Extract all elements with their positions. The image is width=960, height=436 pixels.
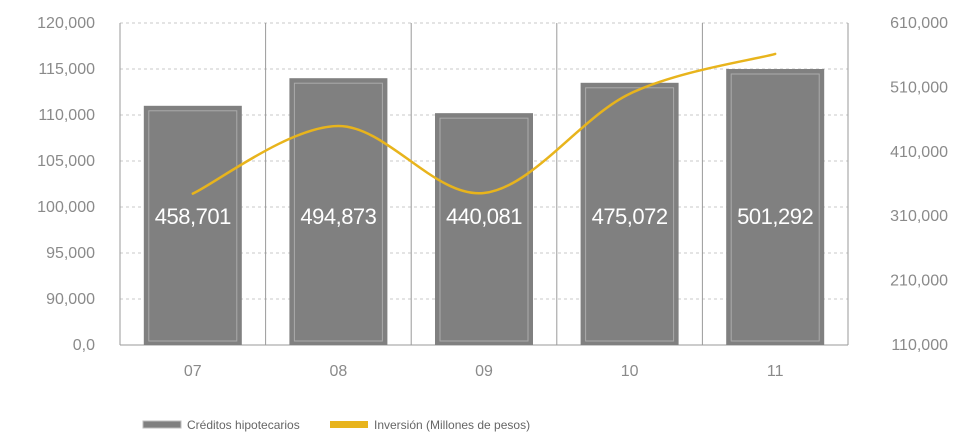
legend: Créditos hipotecarios Inversión (Millone… bbox=[142, 418, 530, 432]
x-axis: 07 08 09 10 11 bbox=[184, 363, 784, 380]
x-tick-label: 10 bbox=[621, 363, 639, 380]
left-tick-label: 120,000 bbox=[37, 15, 95, 32]
bar-inner-border bbox=[293, 82, 383, 342]
right-tick-label: 510,000 bbox=[890, 79, 948, 96]
bar-data-label: 440,081 bbox=[446, 204, 522, 229]
bar-series: 458,701 494,873 440,081 475,072 501,292 bbox=[143, 69, 825, 346]
right-tick-label: 110,000 bbox=[891, 337, 948, 354]
bar-inner-border bbox=[730, 73, 820, 342]
legend-swatch-bars bbox=[142, 420, 182, 429]
right-tick-label: 310,000 bbox=[890, 208, 948, 225]
bar-data-label: 494,873 bbox=[300, 204, 376, 229]
legend-item-bars: Créditos hipotecarios bbox=[142, 418, 300, 432]
right-tick-label: 210,000 bbox=[890, 273, 948, 290]
legend-item-line: Inversión (Millones de pesos) bbox=[330, 418, 530, 432]
right-tick-label: 410,000 bbox=[890, 144, 948, 161]
x-tick-label: 07 bbox=[184, 363, 202, 380]
left-axis: 0,0 90,000 95,000 100,000 105,000 110,000 115,… bbox=[37, 15, 95, 354]
legend-label-bars: Créditos hipotecarios bbox=[187, 418, 300, 432]
line-path bbox=[191, 52, 777, 195]
bar bbox=[435, 113, 533, 345]
x-tick-label: 08 bbox=[330, 363, 348, 380]
left-tick-label: 115,000 bbox=[38, 61, 95, 78]
bar-data-label: 501,292 bbox=[737, 204, 813, 229]
left-tick-label: 100,000 bbox=[37, 199, 95, 216]
legend-swatch-line bbox=[330, 421, 368, 428]
left-tick-label: 90,000 bbox=[46, 291, 95, 308]
x-tick-label: 11 bbox=[767, 363, 784, 380]
bar bbox=[289, 78, 388, 345]
bar-inner-border bbox=[439, 117, 529, 342]
bar bbox=[580, 82, 679, 346]
bar-inner-border bbox=[148, 110, 238, 342]
bar-data-label: 458,701 bbox=[155, 204, 231, 229]
right-tick-label: 610,000 bbox=[890, 15, 948, 32]
left-tick-label: 105,000 bbox=[37, 153, 95, 170]
x-tick-label: 09 bbox=[475, 363, 493, 380]
legend-label-line: Inversión (Millones de pesos) bbox=[374, 418, 530, 432]
line-series bbox=[191, 52, 777, 195]
left-tick-label: 95,000 bbox=[46, 245, 95, 262]
bar bbox=[143, 105, 242, 345]
left-tick-label: 0,0 bbox=[73, 337, 95, 354]
bar-data-label: 475,072 bbox=[592, 204, 668, 229]
right-axis: 110,000 210,000 310,000 410,000 510,000 610,0… bbox=[890, 15, 948, 354]
left-tick-label: 110,000 bbox=[38, 107, 95, 124]
bar bbox=[726, 69, 825, 345]
bar-inner-border bbox=[585, 87, 675, 342]
